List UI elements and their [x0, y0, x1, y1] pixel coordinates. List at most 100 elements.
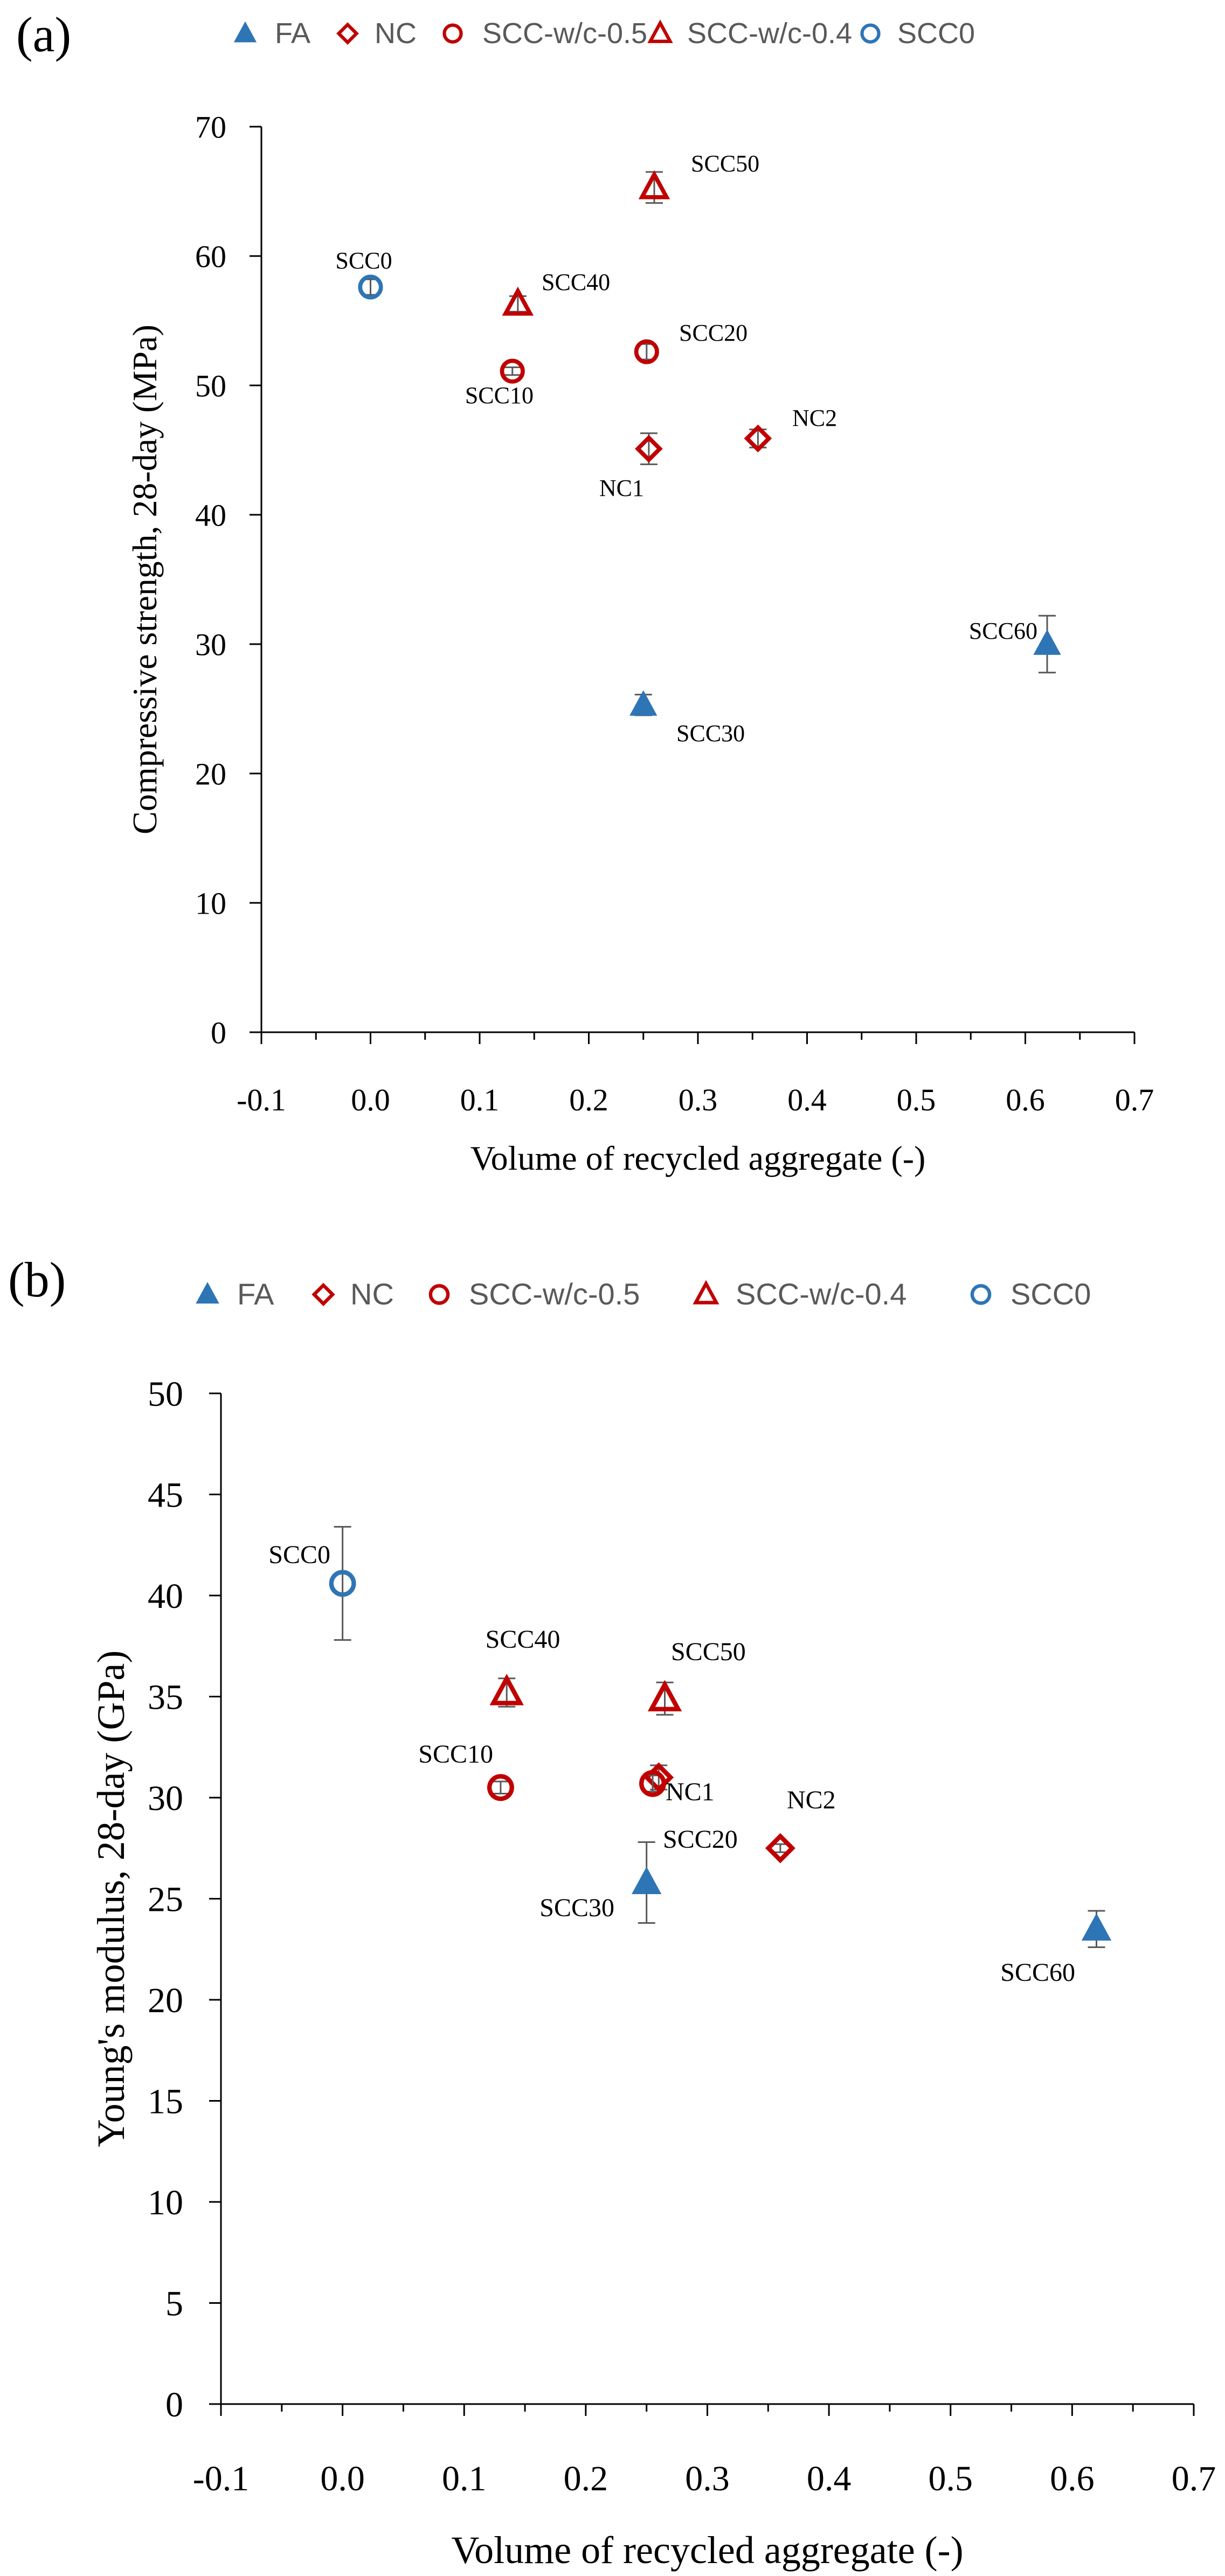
x-tick-label: 0.3: [679, 1082, 718, 1117]
data-point-scc30: [632, 1867, 662, 1894]
y-tick-label: 50: [148, 1375, 183, 1414]
y-tick-label: 40: [148, 1577, 183, 1616]
x-tick-label: 0.0: [320, 2459, 365, 2498]
data-label: SCC20: [679, 320, 748, 346]
data-point-nc2: [744, 424, 772, 453]
x-tick-label: 0.7: [1115, 1082, 1154, 1117]
y-tick-label: 0: [165, 2385, 183, 2425]
panel-a: (a) FA NC SCC-w/c-0.5 SCC-w/c-0.4 SCC0 0 10 20 30…: [16, 7, 1154, 1177]
y-tick-label: 45: [148, 1476, 183, 1515]
data-label: SCC50: [691, 150, 759, 177]
y-tick-label: 30: [148, 1779, 183, 1818]
y-tick-label: 30: [195, 627, 226, 662]
legend-label: SCC-w/c-0.4: [687, 17, 852, 50]
x-axis-title: Volume of recycled aggregate (-): [451, 2529, 963, 2572]
y-tick-label: 5: [165, 2284, 183, 2324]
data-label: SCC40: [486, 1625, 560, 1654]
legend-marker: [312, 1282, 335, 1307]
data-point-scc50: [638, 170, 670, 199]
x-tick-label: 0.6: [1050, 2459, 1095, 2498]
legend-marker: [860, 23, 881, 44]
legend-label: FA: [237, 1277, 274, 1311]
y-tick-label: 10: [195, 886, 226, 921]
legend-marker: [970, 1284, 992, 1305]
legend-marker: [442, 23, 463, 44]
x-tick-label: 0.5: [897, 1082, 936, 1117]
data-point-scc10: [500, 358, 525, 384]
data-label: SCC0: [335, 247, 392, 274]
panel-b: (b) FA NC SCC-w/c-0.5 SCC-w/c-0.4 SCC0 0 5 10 15 2…: [8, 1252, 1216, 2572]
data-point-scc10: [487, 1774, 514, 1801]
x-tick-label: 0.2: [569, 1082, 608, 1117]
legend-marker: [693, 1280, 719, 1304]
data-label: SCC10: [465, 382, 534, 409]
data-label: SCC50: [671, 1638, 746, 1666]
data-label: SCC30: [539, 1894, 614, 1922]
data-label: NC1: [666, 1778, 715, 1806]
data-point-scc20: [639, 1770, 666, 1797]
x-tick-label: 0.7: [1172, 2459, 1216, 2498]
panel-label: (b): [8, 1252, 66, 1307]
data-point-scc30: [629, 690, 658, 716]
x-tick-label: 0.4: [787, 1082, 827, 1117]
data-label: NC1: [599, 475, 644, 501]
x-tick-label: 0.1: [460, 1082, 500, 1117]
data-label: NC2: [787, 1786, 836, 1814]
legend-label: SCC-w/c-0.5: [482, 17, 647, 50]
x-tick-label: 0.5: [929, 2459, 973, 2498]
y-axis-title: Compressive strength, 28-day (MPa): [126, 324, 164, 834]
legend-label: NC: [375, 17, 417, 50]
legend-marker: [233, 21, 257, 43]
legend-marker: [647, 19, 673, 43]
panel-label: (a): [16, 7, 71, 62]
y-tick-label: 50: [195, 368, 226, 403]
legend-label: SCC0: [897, 17, 975, 50]
data-point-scc40: [502, 286, 534, 316]
y-tick-label: 70: [195, 109, 226, 144]
legend-label: SCC-w/c-0.5: [469, 1277, 640, 1311]
data-point-scc60: [1033, 629, 1061, 655]
y-axis-title: Young's modulus, 28-day (GPa): [89, 1650, 133, 2147]
y-tick-label: 0: [211, 1015, 226, 1050]
legend-label: FA: [275, 17, 310, 50]
x-tick-label: 0.4: [807, 2459, 852, 2498]
data-label: SCC40: [542, 269, 610, 295]
y-tick-label: 10: [148, 2183, 183, 2222]
y-tick-label: 35: [148, 1678, 183, 1717]
y-tick-label: 20: [148, 1981, 183, 2020]
y-tick-label: 20: [195, 756, 226, 791]
y-tick-label: 60: [195, 239, 226, 274]
x-tick-label: 0.1: [442, 2459, 487, 2498]
legend-label: SCC0: [1011, 1277, 1091, 1311]
data-label: SCC60: [969, 618, 1037, 644]
data-label: SCC20: [663, 1825, 738, 1854]
legend-label: NC: [350, 1277, 394, 1311]
data-label: SCC0: [268, 1541, 330, 1569]
y-tick-label: 25: [148, 1880, 183, 1919]
data-label: SCC30: [676, 720, 745, 747]
data-point-scc60: [1081, 1913, 1112, 1941]
y-tick-label: 40: [195, 498, 226, 533]
x-tick-label: 0.3: [685, 2459, 730, 2498]
legend-marker: [428, 1284, 450, 1305]
x-tick-label: 0.0: [351, 1082, 390, 1117]
x-tick-label: 0.6: [1006, 1082, 1045, 1117]
x-tick-label: -0.1: [193, 2459, 249, 2498]
data-label: NC2: [792, 405, 837, 431]
data-point-scc0: [358, 274, 383, 300]
data-point-nc1: [635, 434, 663, 463]
data-label: SCC60: [1000, 1958, 1075, 1987]
x-tick-label: -0.1: [237, 1082, 286, 1117]
data-point-scc0: [329, 1570, 356, 1597]
data-point-nc2: [765, 1833, 795, 1863]
data-point-scc50: [647, 1680, 682, 1711]
legend-label: SCC-w/c-0.4: [736, 1277, 906, 1311]
data-point-scc40: [489, 1674, 524, 1705]
x-axis-title: Volume of recycled aggregate (-): [470, 1139, 926, 1177]
y-tick-label: 15: [148, 2082, 183, 2122]
data-point-scc20: [634, 339, 659, 364]
data-label: SCC10: [418, 1740, 493, 1769]
legend-marker: [336, 22, 359, 45]
x-tick-label: 0.2: [564, 2459, 608, 2498]
